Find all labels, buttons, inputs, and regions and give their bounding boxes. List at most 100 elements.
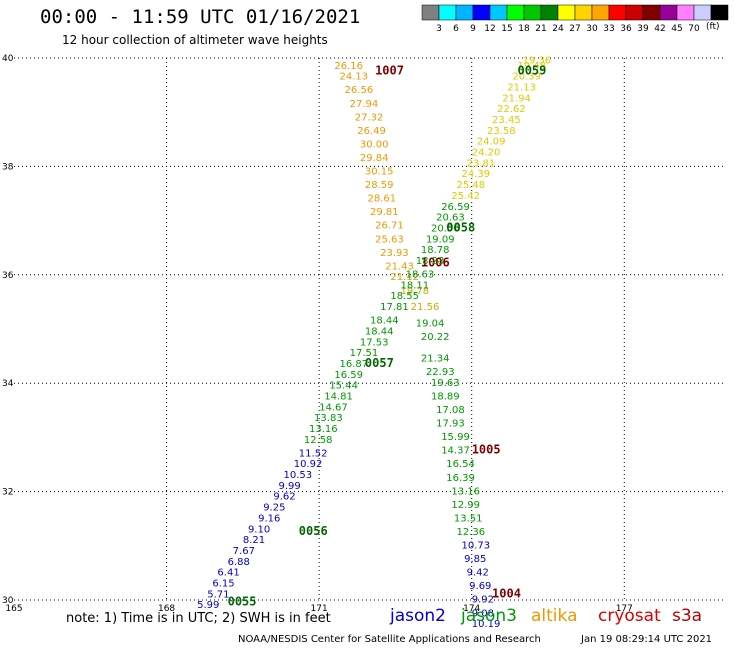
satellite-label-jason2: jason2 (390, 606, 446, 626)
legend-color-swatch (472, 4, 491, 21)
legend-color-swatch (608, 4, 627, 21)
wave-height-value: 6.41 (217, 568, 239, 579)
track-id-label: 0057 (365, 356, 394, 370)
wave-height-value: 18.23 (416, 256, 445, 267)
legend-color-swatch (642, 4, 661, 21)
wave-height-value: 26.71 (375, 221, 404, 232)
legend-color-swatch (625, 4, 644, 21)
wave-height-value: 7.67 (233, 546, 255, 557)
legend-tick-label: 9 (470, 24, 476, 34)
legend-units: (ft) (706, 22, 720, 32)
wave-height-value: 21.13 (507, 83, 536, 94)
wave-height-value: 20.63 (436, 213, 465, 224)
wave-height-value: 24.09 (477, 137, 506, 148)
wave-height-value: 14.37 (441, 446, 470, 457)
legend-color-swatch (676, 4, 695, 21)
legend-tick-label: 45 (671, 24, 682, 34)
wave-height-value: 21.12 (390, 272, 419, 283)
legend-color-swatch (591, 4, 610, 21)
wave-height-value: 14.81 (324, 391, 353, 402)
wave-height-value: 26.59 (441, 202, 470, 213)
wave-height-value: 29.84 (360, 153, 389, 164)
wave-height-value: 8.21 (243, 535, 265, 546)
footer-timestamp: Jan 19 08:29:14 UTC 2021 (581, 634, 713, 645)
legend-color-swatch (455, 4, 474, 21)
track-id-label: 1006 (421, 256, 450, 270)
legend-color-swatch (523, 4, 542, 21)
wave-height-value: 9.08 (472, 608, 494, 619)
wave-height-value: 21.56 (411, 302, 440, 313)
wave-height-value: 9.42 (467, 568, 489, 579)
wave-height-value: 9.25 (263, 503, 285, 514)
wave-height-value: 6.88 (228, 557, 250, 568)
track-id-label: 1004 (492, 586, 521, 600)
wave-height-value: 25.42 (451, 191, 480, 202)
wave-height-value: 26.16 (334, 61, 363, 72)
x-tick-label: 171 (311, 604, 328, 614)
wave-height-value: 24.20 (472, 148, 501, 159)
x-tick-label: 165 (5, 604, 22, 614)
legend-color-swatch (421, 4, 440, 21)
wave-height-value: 20.56 (431, 223, 460, 234)
legend-color-swatch (540, 4, 559, 21)
wave-height-value: 19.63 (431, 378, 460, 389)
legend-tick-label: 12 (484, 24, 495, 34)
wave-height-value: 30.00 (360, 139, 389, 150)
x-tick-label: 174 (463, 604, 480, 614)
track-id-label: 1007 (375, 63, 404, 77)
legend-color-swatch (506, 4, 525, 21)
wave-height-value: 23.93 (380, 248, 409, 259)
y-tick-label: 32 (2, 488, 13, 498)
wave-height-value: 10.53 (284, 470, 313, 481)
wave-height-value: 10.92 (294, 459, 323, 470)
legend-color-swatch (438, 4, 457, 21)
wave-height-value: 6.15 (212, 578, 234, 589)
wave-height-value: 16.87 (339, 359, 368, 370)
wave-height-value: 14.67 (319, 402, 348, 413)
legend-tick-label: 27 (569, 24, 580, 34)
legend-color-swatch (557, 4, 576, 21)
legend-tick-label: 33 (603, 24, 614, 34)
chart-subtitle: 12 hour collection of altimeter wave hei… (62, 33, 328, 47)
wave-height-value: 19.36 (523, 55, 552, 66)
wave-height-value: 10.73 (462, 541, 491, 552)
wave-height-value: 19.78 (401, 286, 430, 297)
wave-height-value: 15.99 (441, 432, 470, 443)
wave-height-value: 18.63 (406, 270, 435, 281)
wave-height-value: 21.94 (502, 93, 531, 104)
wave-height-value: 23.45 (492, 115, 521, 126)
y-tick-label: 40 (2, 54, 14, 64)
wave-height-value: 18.11 (401, 280, 430, 291)
wave-height-value: 28.61 (367, 194, 396, 205)
y-tick-label: 34 (2, 379, 14, 389)
wave-height-value: 16.39 (446, 473, 475, 484)
wave-height-value: 12.99 (451, 500, 480, 511)
footer-credit: NOAA/NESDIS Center for Satellite Applica… (238, 634, 541, 645)
satellite-label-s3a: s3a (672, 606, 703, 626)
legend-tick-label: 3 (436, 24, 442, 34)
legend-tick-label: 21 (535, 24, 546, 34)
wave-height-value: 17.93 (436, 419, 465, 430)
wave-height-value: 19.48 (517, 61, 546, 72)
wave-height-value: 27.94 (350, 99, 379, 110)
track-id-label: 0055 (228, 594, 257, 608)
wave-height-value: 25.48 (456, 180, 485, 191)
wave-height-value: 5.99 (197, 600, 219, 611)
wave-height-value: 17.51 (350, 348, 379, 359)
wave-height-value: 9.85 (464, 554, 486, 565)
wave-height-value: 18.55 (390, 291, 419, 302)
wave-height-value: 21.34 (421, 354, 450, 365)
wave-height-value: 29.81 (370, 207, 399, 218)
wave-height-value: 22.93 (426, 367, 455, 378)
satellite-label-cryosat: cryosat (598, 606, 661, 626)
wave-height-value: 12.36 (456, 527, 485, 538)
legend-color-swatch (489, 4, 508, 21)
legend-tick-label: 15 (501, 24, 512, 34)
y-tick-label: 38 (2, 162, 14, 172)
wave-height-value: 16.59 (334, 370, 363, 381)
legend-color-swatch (574, 4, 593, 21)
wave-height-value: 26.49 (357, 126, 386, 137)
wave-height-value: 13.16 (309, 424, 338, 435)
wave-height-value: 28.59 (365, 180, 394, 191)
